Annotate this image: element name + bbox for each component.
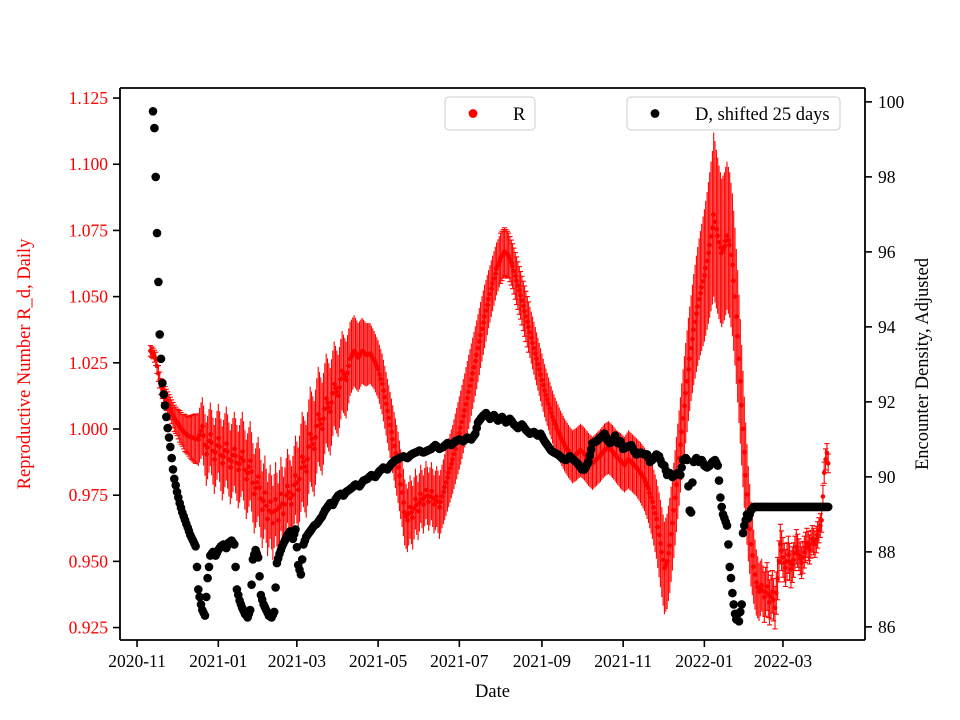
legend-label: D, shifted 25 days: [695, 105, 830, 125]
x-axis-tick-labels: 2020-11 2021-01 2021-03 2021-05 2021-07 2021-…: [108, 651, 812, 671]
y-left-tick-label: 1.125: [69, 88, 109, 108]
y-right-tick-label: 86: [878, 617, 896, 637]
y-right-tick-labels: 86 88 90 92 94 96 98 100: [878, 92, 905, 637]
y-left-ticks: [113, 97, 120, 629]
x-tick-label: 2021-11: [594, 651, 652, 671]
y-right-tick-label: 98: [878, 167, 896, 187]
y-left-axis-title: Reproductive Number R_d, Daily: [15, 238, 35, 489]
y-right-tick-label: 92: [878, 392, 896, 412]
y-right-ticks: [865, 101, 872, 628]
y-right-axis-title: Encounter Density, Adjusted: [913, 257, 933, 470]
x-tick-label: 2021-07: [430, 651, 489, 671]
x-tick-label: 2020-11: [108, 651, 166, 671]
y-right-tick-label: 96: [878, 242, 896, 262]
y-left-tick-label: 1.025: [69, 353, 109, 373]
y-right-tick-label: 88: [878, 542, 896, 562]
r-series-markers: [148, 212, 831, 610]
x-axis-title: Date: [475, 682, 510, 702]
x-tick-label: 2022-01: [675, 651, 733, 671]
d-series-markers: [148, 107, 833, 626]
x-tick-label: 2021-09: [513, 651, 572, 671]
y-left-tick-labels: 0.925 0.950 0.975 1.000 1.025 1.050 1.075 1.100…: [69, 88, 109, 637]
y-left-tick-label: 0.950: [69, 551, 109, 571]
legend-marker-dot: [468, 109, 478, 118]
x-axis-ticks: [136, 640, 784, 647]
x-tick-label: 2021-03: [268, 651, 327, 671]
legend-r: R: [444, 96, 536, 131]
legend-marker-dot: [650, 109, 660, 118]
y-right-tick-label: 100: [878, 92, 905, 112]
x-tick-label: 2021-01: [189, 651, 247, 671]
y-right-tick-label: 90: [878, 467, 896, 487]
y-right-tick-label: 94: [878, 317, 896, 337]
y-left-tick-label: 1.100: [69, 154, 109, 174]
y-left-tick-label: 1.050: [69, 287, 109, 307]
y-left-tick-label: 1.075: [69, 220, 109, 240]
x-tick-label: 2022-03: [754, 651, 813, 671]
y-left-tick-label: 1.000: [69, 419, 109, 439]
legend-label: R: [513, 105, 526, 125]
x-tick-label: 2021-05: [349, 651, 408, 671]
y-left-tick-label: 0.925: [69, 618, 109, 638]
axes: [119, 87, 866, 641]
y-left-tick-label: 0.975: [69, 485, 109, 505]
legend-d: D, shifted 25 days: [626, 96, 841, 131]
